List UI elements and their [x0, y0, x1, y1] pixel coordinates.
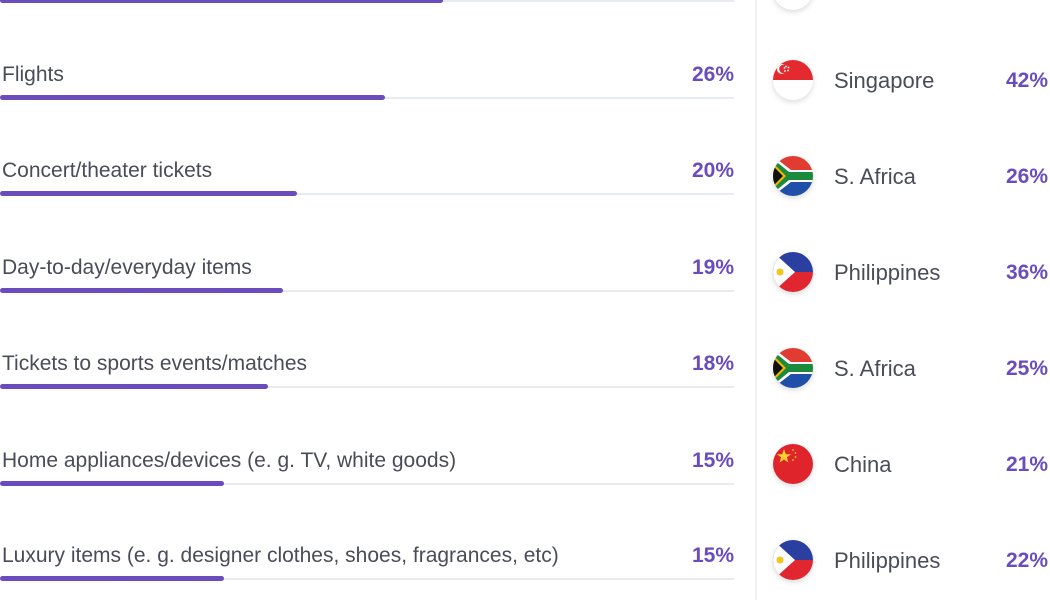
bar-track: [0, 578, 734, 580]
bar-fill: [0, 576, 224, 581]
south-africa-flag-icon: [773, 348, 813, 388]
country-name: Philippines: [834, 260, 941, 285]
bar-row-home-appliances: Home appliances/devices (e. g. TV, white…: [0, 448, 736, 488]
bar-row-sports-tickets: Tickets to sports events/matches 18%: [0, 351, 736, 391]
country-name: Singapore: [834, 68, 935, 93]
category-label: Luxury items (e. g. designer clothes, sh…: [2, 544, 559, 567]
country-name: S. Africa: [834, 164, 916, 189]
bar-fill: [0, 0, 443, 3]
country-row-south-africa: S. Africa 26%: [757, 156, 1050, 200]
country-percent: 36%: [1005, 261, 1048, 284]
country-percent: 25%: [1005, 357, 1048, 380]
category-percent: 18%: [691, 352, 734, 375]
bar-fill: [0, 95, 385, 100]
philippines-flag-icon: [773, 252, 813, 292]
category-bar-list: Flights 26% Concert/theater tickets 20% …: [0, 0, 736, 583]
category-percent: 20%: [691, 159, 734, 182]
country-row-south-africa: S. Africa 25%: [757, 348, 1050, 392]
category-label: Flights: [2, 63, 64, 86]
philippines-flag-icon: [773, 540, 813, 580]
country-row-philippines: Philippines 36%: [757, 252, 1050, 296]
bar-track: [0, 193, 734, 195]
bar-track: [0, 483, 734, 485]
bar-track: [0, 290, 734, 292]
category-label: Home appliances/devices (e. g. TV, white…: [2, 449, 457, 472]
country-percent: 42%: [1005, 69, 1048, 92]
category-label: Tickets to sports events/matches: [2, 352, 308, 375]
singapore-flag-icon: [773, 60, 813, 100]
bar-fill: [0, 191, 297, 196]
south-africa-flag-icon: [773, 156, 813, 196]
bar-row-flights: Flights 26%: [0, 62, 736, 102]
country-name: S. Africa: [834, 356, 916, 381]
category-percent: 26%: [691, 63, 734, 86]
country-percent: 21%: [1005, 453, 1048, 476]
country-percent: 22%: [1005, 549, 1048, 572]
top-country-list: Singapore 42% S. Africa 26% Phil: [757, 0, 1050, 600]
country-name: Philippines: [834, 548, 941, 573]
category-percent: 15%: [691, 449, 734, 472]
bar-row-partial: [0, 0, 736, 5]
bar-row-concert-theater: Concert/theater tickets 20%: [0, 158, 736, 198]
bar-fill: [0, 288, 283, 293]
category-percent: 15%: [691, 544, 734, 567]
bar-fill: [0, 481, 224, 486]
china-flag-icon: [773, 444, 813, 484]
column-divider: [755, 0, 757, 600]
bar-row-luxury-items: Luxury items (e. g. designer clothes, sh…: [0, 543, 736, 583]
bar-row-everyday-items: Day-to-day/everyday items 19%: [0, 255, 736, 295]
country-row-philippines: Philippines 22%: [757, 540, 1050, 584]
bar-fill: [0, 384, 268, 389]
bar-track: [0, 386, 734, 388]
country-row-china: China 21%: [757, 444, 1050, 488]
category-label: Day-to-day/everyday items: [2, 256, 252, 279]
country-percent: 26%: [1005, 165, 1048, 188]
category-percent: 19%: [691, 256, 734, 279]
country-row-partial: [757, 0, 1050, 14]
country-name: China: [834, 452, 892, 477]
partial-flag-icon: [773, 0, 813, 10]
category-label: Concert/theater tickets: [2, 159, 213, 182]
country-row-singapore: Singapore 42%: [757, 60, 1050, 104]
